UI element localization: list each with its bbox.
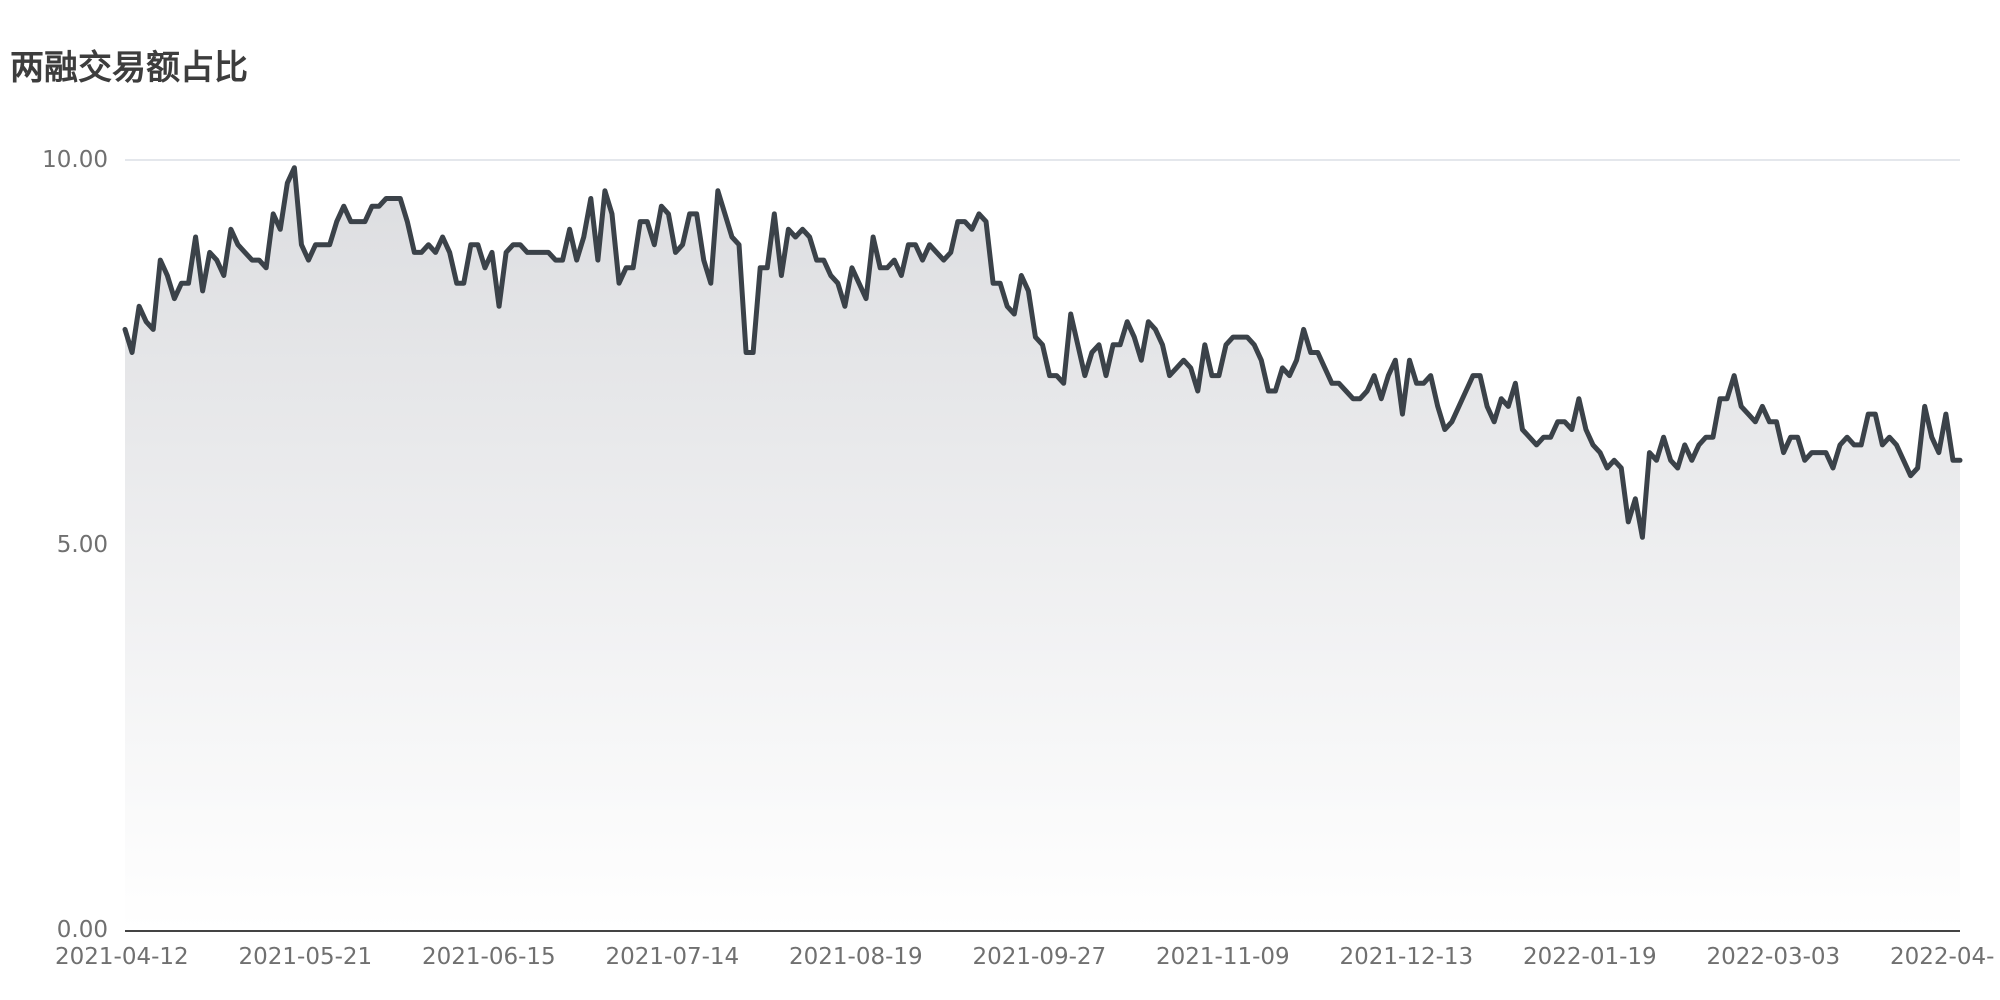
series-area — [125, 167, 1960, 930]
y-tick-label: 5.00 — [57, 532, 108, 558]
x-tick-label: 2021-07-14 — [606, 944, 740, 970]
x-tick-label: 2022-01-19 — [1523, 944, 1657, 970]
series-line — [122, 165, 1963, 540]
x-tick-label: 2021-08-19 — [789, 944, 923, 970]
x-tick-label: 2021-05-21 — [239, 944, 373, 970]
x-tick-label: 2022-03-03 — [1707, 944, 1841, 970]
x-tick-label: 2021-04-12 — [55, 944, 189, 970]
x-tick-label: 2021-12-13 — [1340, 944, 1474, 970]
y-tick-label: 0.00 — [57, 917, 108, 943]
x-tick-label: 2021-11-09 — [1156, 944, 1290, 970]
x-tick-label: 2022-04- — [1890, 944, 1994, 970]
x-tick-label: 2021-06-15 — [422, 944, 556, 970]
area-fill-layer — [125, 167, 1960, 930]
y-tick-label: 10.00 — [42, 147, 108, 173]
x-axis-tick-labels: 2021-04-12 2021-05-21 2021-06-15 2021-07-14… — [55, 944, 1994, 970]
chart-title: 两融交易额占比 — [10, 48, 248, 88]
x-tick-label: 2021-09-27 — [973, 944, 1107, 970]
y-axis-tick-labels: 0.00 5.00 10.00 — [42, 147, 108, 943]
series-line-layer — [122, 165, 1963, 540]
